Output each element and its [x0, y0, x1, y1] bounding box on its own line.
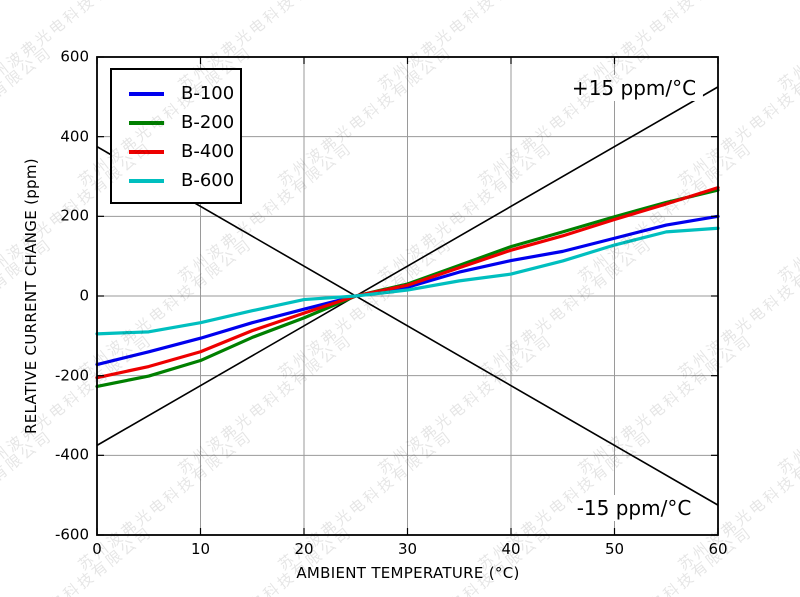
legend-label-b200: B-200 [181, 111, 235, 133]
x-tick-label-60: 60 [708, 540, 728, 558]
curve-b-600 [95, 226, 720, 336]
legend-item-b400: B-400 [112, 137, 240, 166]
x-tick-label-0: 0 [92, 540, 102, 558]
y-tick-label--400: -400 [54, 445, 89, 464]
y-tick-label--600: -600 [54, 525, 89, 544]
curve-b-100 [95, 214, 720, 367]
annotation-plus15ppm: +15 ppm/°C [564, 75, 704, 101]
legend-item-b100: B-100 [112, 79, 240, 108]
curve-b-400 [95, 186, 720, 380]
legend-label-b600: B-600 [181, 169, 235, 191]
axes-spines [96, 56, 719, 536]
y-tick-label-0: 0 [79, 286, 89, 305]
legend-item-b600: B-600 [112, 166, 240, 195]
x-tick-label-10: 10 [190, 540, 211, 558]
y-tick-label-600: 600 [60, 47, 89, 66]
annotation-minus15ppm: -15 ppm/°C [569, 495, 699, 521]
reference-lines-layer [96, 86, 719, 506]
y-tick-label-200: 200 [60, 206, 89, 225]
legend-swatch-b400 [129, 149, 164, 154]
x-tick-label-40: 40 [501, 540, 521, 558]
y-tick-label-400: 400 [60, 127, 89, 146]
y-tick-label--200: -200 [54, 366, 89, 385]
legend-swatch-b100 [129, 91, 164, 96]
legend-label-b400: B-400 [181, 140, 235, 162]
legend-swatch-b200 [129, 120, 164, 125]
x-axis-label: AMBIENT TEMPERATURE (°C) [296, 564, 520, 582]
x-tick-label-20: 20 [294, 540, 314, 558]
x-tick-label-50: 50 [604, 540, 625, 558]
legend-swatch-b600 [129, 178, 164, 183]
legend-label-b100: B-100 [181, 82, 235, 104]
legend: B-100 B-200 B-400 B-600 [110, 68, 242, 204]
y-axis-label: RELATIVE CURRENT CHANGE (ppm) [22, 158, 40, 434]
x-tick-label-30: 30 [397, 540, 418, 558]
curves-layer [95, 186, 720, 389]
legend-item-b200: B-200 [112, 108, 240, 137]
